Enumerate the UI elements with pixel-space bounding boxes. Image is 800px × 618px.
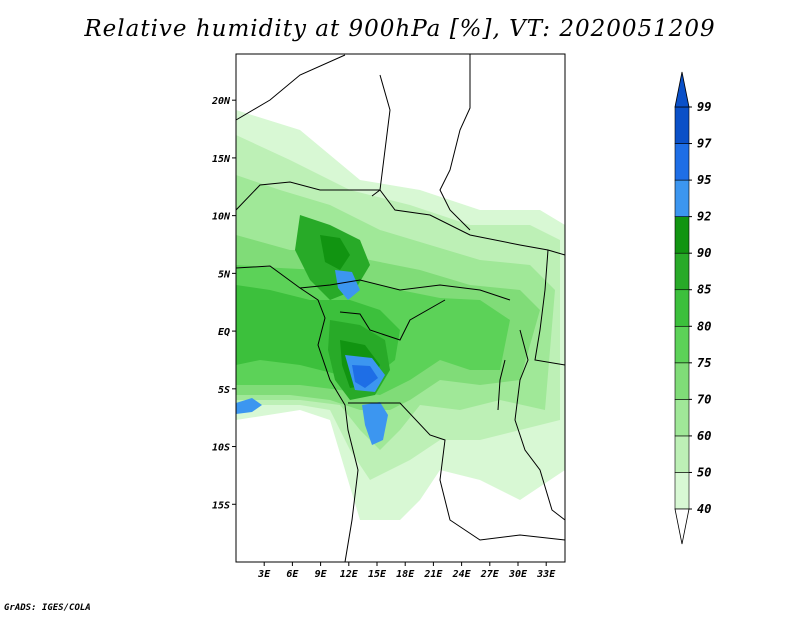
lat-tick-label: 5N <box>218 269 231 280</box>
lon-tick-label: 3E <box>257 569 271 580</box>
lon-tick-label: 33E <box>536 569 556 580</box>
lat-tick-label: 15S <box>212 500 230 511</box>
border-north <box>235 54 471 231</box>
colorbar-bottom-arrow <box>674 508 690 545</box>
rh-region-97 <box>352 365 378 388</box>
rh-region-95c <box>236 398 262 414</box>
colorbar: 40 50 60 70 75 80 85 90 92 95 97 99 <box>674 71 712 545</box>
lon-tick-label: 24E <box>452 569 472 580</box>
colorbar-label: 99 <box>697 100 711 114</box>
colorbar-label: 50 <box>697 465 711 479</box>
rh-region-95d <box>362 402 388 445</box>
lat-tick-label: 15N <box>212 154 231 165</box>
rh-region-95e <box>335 270 360 300</box>
colorbar-label: 80 <box>697 319 711 333</box>
lat-tick-label: 10S <box>212 443 230 454</box>
lat-tick-label: EQ <box>218 327 230 338</box>
colorbar-segment <box>674 106 690 144</box>
map-title: Relative humidity at 900hPa [%], VT: 202… <box>84 16 716 42</box>
lon-tick-label: 9E <box>315 569 328 580</box>
border-central <box>299 279 511 341</box>
colorbar-label: 97 <box>697 137 712 151</box>
colorbar-segment <box>674 362 690 400</box>
border-east <box>497 249 566 411</box>
lon-tick-label: 12E <box>340 569 359 580</box>
colorbar-segment <box>674 289 690 327</box>
map-panel: 20N 15N 10N 5N EQ 5S 10S 15S 3E 6E 9E 12E 15E 18E 21E… <box>211 53 566 580</box>
coastline <box>235 265 359 563</box>
colorbar-segment <box>674 435 690 473</box>
lon-axis: 3E 6E 9E 12E 15E 18E 21E 24E 27E 30E 33E <box>257 562 556 580</box>
lat-tick-label: 10N <box>212 212 231 223</box>
border-sahel <box>235 181 566 256</box>
border-south <box>348 402 566 541</box>
lon-tick-label: 18E <box>396 569 415 580</box>
colorbar-segment <box>674 252 690 291</box>
lon-tick-label: 6E <box>286 569 299 580</box>
lon-tick-label: 30E <box>508 569 528 580</box>
country-boundaries <box>235 54 566 563</box>
colorbar-label: 85 <box>697 283 711 297</box>
colorbar-top-arrow <box>674 71 690 108</box>
humidity-field <box>236 110 565 520</box>
colorbar-label: 60 <box>697 429 711 443</box>
rh-region-92 <box>320 235 350 270</box>
colorbar-label: 75 <box>697 356 711 370</box>
colorbar-segment <box>674 325 690 364</box>
lon-tick-label: 27E <box>480 569 500 580</box>
colorbar-label: 90 <box>697 246 711 260</box>
grads-credit: GrADS: IGES/COLA <box>4 603 91 613</box>
lon-tick-label: 21E <box>423 569 443 580</box>
map-frame <box>235 53 566 563</box>
colorbar-segment <box>674 399 690 437</box>
colorbar-segment <box>674 143 690 181</box>
colorbar-label: 95 <box>697 173 711 187</box>
colorbar-segment <box>674 179 690 217</box>
border-lakes <box>514 329 566 521</box>
lat-tick-label: 5S <box>218 385 230 396</box>
colorbar-label: 92 <box>697 210 711 224</box>
colorbar-label: 40 <box>697 502 711 516</box>
colorbar-segment <box>674 472 690 510</box>
colorbar-label: 70 <box>697 392 711 406</box>
colorbar-segment <box>674 216 690 254</box>
lat-axis: 20N 15N 10N 5N EQ 5S 10S 15S <box>211 96 236 511</box>
lon-tick-label: 15E <box>368 569 387 580</box>
lat-tick-label: 20N <box>211 96 231 107</box>
